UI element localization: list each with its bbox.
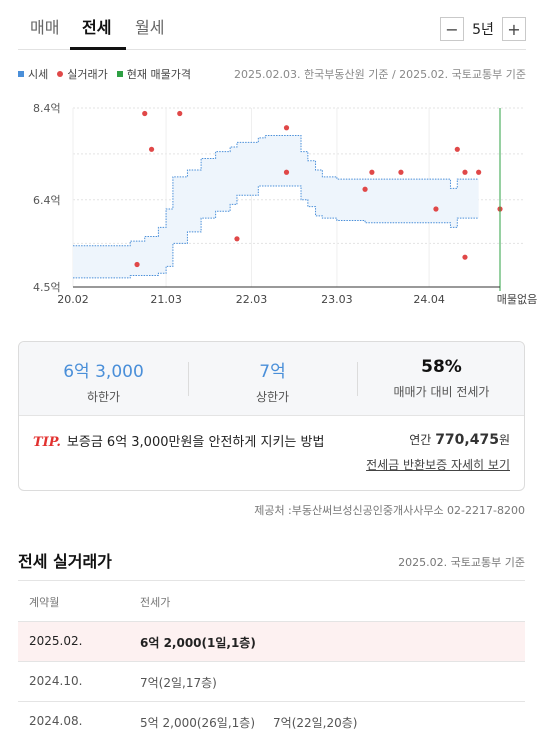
y-tick-label: 4.5억 [33, 281, 61, 294]
high-price-label: 상한가 [255, 390, 290, 404]
market-band-fill [73, 135, 479, 278]
table-row[interactable]: 2025.02. 6억 2,000(1일,1층) [18, 621, 525, 661]
x-tick-label: 21.03 [150, 293, 182, 306]
tip-text: 보증금 6억 3,000만원을 안전하게 지키는 방법 [66, 435, 325, 450]
tab-monthly-rent[interactable]: 월세 [135, 18, 165, 37]
deal-price: 7억(22일,20층) [273, 716, 358, 730]
deal-list: 5억 2,000(26일,1층) 7억(22일,20층) [140, 714, 376, 730]
jeonse-ratio-label: 매매가 대비 전세가 [393, 385, 490, 399]
jeonse-ratio-value: 58% [421, 357, 462, 377]
market-upper-line [73, 135, 479, 247]
legend-listing-swatch [116, 71, 123, 77]
annual-fee-suffix: 원 [498, 433, 510, 447]
transactions-title: 전세 실거래가 [18, 552, 112, 571]
deal-point [462, 254, 468, 260]
period-value: 5년 [472, 22, 494, 38]
legend-deal-label: 실거래가 [67, 68, 108, 81]
deal-point [142, 110, 148, 117]
deal-point [283, 169, 290, 175]
high-price-value: 7억 [259, 362, 286, 382]
transaction-rows: 2025.02. 6억 2,000(1일,1층) 2024.10. 7억(2일,17층… [18, 621, 525, 730]
annual-fee-value: 770,475 [435, 432, 499, 448]
active-tab-underline [70, 47, 126, 50]
chart-legend: 시세 실거래가 현재 매물가격 [18, 66, 200, 82]
contract-month: 2025.02. [29, 634, 83, 648]
annual-fee: 연간 770,475원 [409, 431, 510, 448]
deal-price: 5억 2,000(26일,1층) [140, 716, 256, 730]
y-tick-label: 6.4억 [33, 194, 61, 207]
deal-point [462, 169, 468, 175]
deal-list: 6억 2,000(1일,1층) [140, 634, 274, 651]
deal-price: 7억(2일,17층) [140, 676, 217, 690]
legend-deal-swatch [57, 71, 64, 77]
transactions-source-note: 2025.02. 국토교통부 기준 [398, 556, 525, 569]
deal-price: 6억 2,000(1일,1층) [140, 636, 256, 650]
tip-line: TIP. 보증금 6억 3,000만원을 안전하게 지키는 방법 [33, 431, 324, 450]
deal-point [134, 261, 140, 268]
deal-type-tabs: 매매 전세 월세 − 5년 + [18, 0, 526, 50]
market-price-band [73, 135, 479, 279]
guarantee-details-link[interactable]: 전세금 반환보증 자세히 보기 [366, 458, 510, 472]
header-contract-month: 계약월 [29, 596, 60, 609]
real-deal-points [134, 110, 503, 268]
legend-real-deal: 실거래가 [57, 66, 108, 82]
x-tick-label: 20.02 [57, 293, 89, 306]
low-price-label: 하한가 [86, 390, 121, 404]
x-tick-label: 24.04 [413, 293, 445, 306]
legend-market-swatch [18, 71, 24, 77]
tab-sale[interactable]: 매매 [30, 18, 60, 37]
stat-divider [188, 362, 189, 396]
price-summary-box: 6억 3,000 하한가 7억 상한가 58% 매매가 대비 전세가 TIP. 보… [18, 341, 525, 491]
deal-point [398, 169, 404, 175]
deal-point [433, 206, 439, 212]
deal-point [234, 236, 240, 242]
price-stats: 6억 3,000 하한가 7억 상한가 58% 매매가 대비 전세가 [19, 342, 524, 416]
contract-month: 2024.08. [29, 714, 83, 728]
legend-market-price: 시세 [18, 66, 48, 82]
market-lower-line [73, 185, 479, 279]
deal-point [177, 110, 183, 117]
stat-low-price: 6억 3,000 하한가 [19, 357, 188, 405]
deal-point [283, 125, 290, 131]
stat-divider [357, 362, 358, 396]
deal-point [369, 169, 375, 175]
stat-high-price: 7억 상한가 [188, 357, 357, 405]
chart-source-note: 2025.02.03. 한국부동산원 기준 / 2025.02. 국토교통부 기… [234, 68, 526, 81]
period-plus-button[interactable]: + [502, 17, 526, 41]
y-tick-label: 8.4억 [33, 102, 61, 115]
tip-label: TIP. [33, 435, 61, 450]
table-header: 계약월 전세가 [18, 581, 525, 621]
period-selector: − 5년 + [440, 17, 526, 41]
legend-market-label: 시세 [28, 68, 49, 81]
provider-info: 제공처 :부동산써브성신공인중개사사무소 02-2217-8200 [254, 504, 525, 517]
contract-month: 2024.10. [29, 674, 83, 688]
deal-point [362, 186, 368, 192]
stat-jeonse-ratio: 58% 매매가 대비 전세가 [357, 357, 526, 400]
x-tick-label: 23.03 [321, 293, 353, 306]
deal-point [454, 146, 460, 152]
deal-point [148, 146, 155, 152]
header-jeonse-price: 전세가 [140, 596, 171, 609]
period-minus-button[interactable]: − [440, 17, 464, 41]
deal-list: 7억(2일,17층) [140, 674, 235, 691]
tab-jeonse[interactable]: 전세 [82, 18, 112, 37]
low-price-value: 6억 3,000 [63, 362, 144, 382]
deal-point [476, 169, 482, 175]
x-tick-label: 22.03 [236, 293, 268, 306]
table-row[interactable]: 2024.10. 7억(2일,17층) [18, 661, 525, 701]
transactions-table: 계약월 전세가 2025.02. 6억 2,000(1일,1층) 2024.10. 7… [18, 580, 525, 730]
no-listing-label: 매물없음 [497, 293, 537, 306]
legend-listing-price: 현재 매물가격 [116, 66, 191, 82]
legend-listing-label: 현재 매물가격 [126, 68, 191, 81]
table-row[interactable]: 2024.08. 5억 2,000(26일,1층) 7억(22일,20층) [18, 701, 525, 730]
annual-fee-prefix: 연간 [409, 433, 432, 447]
